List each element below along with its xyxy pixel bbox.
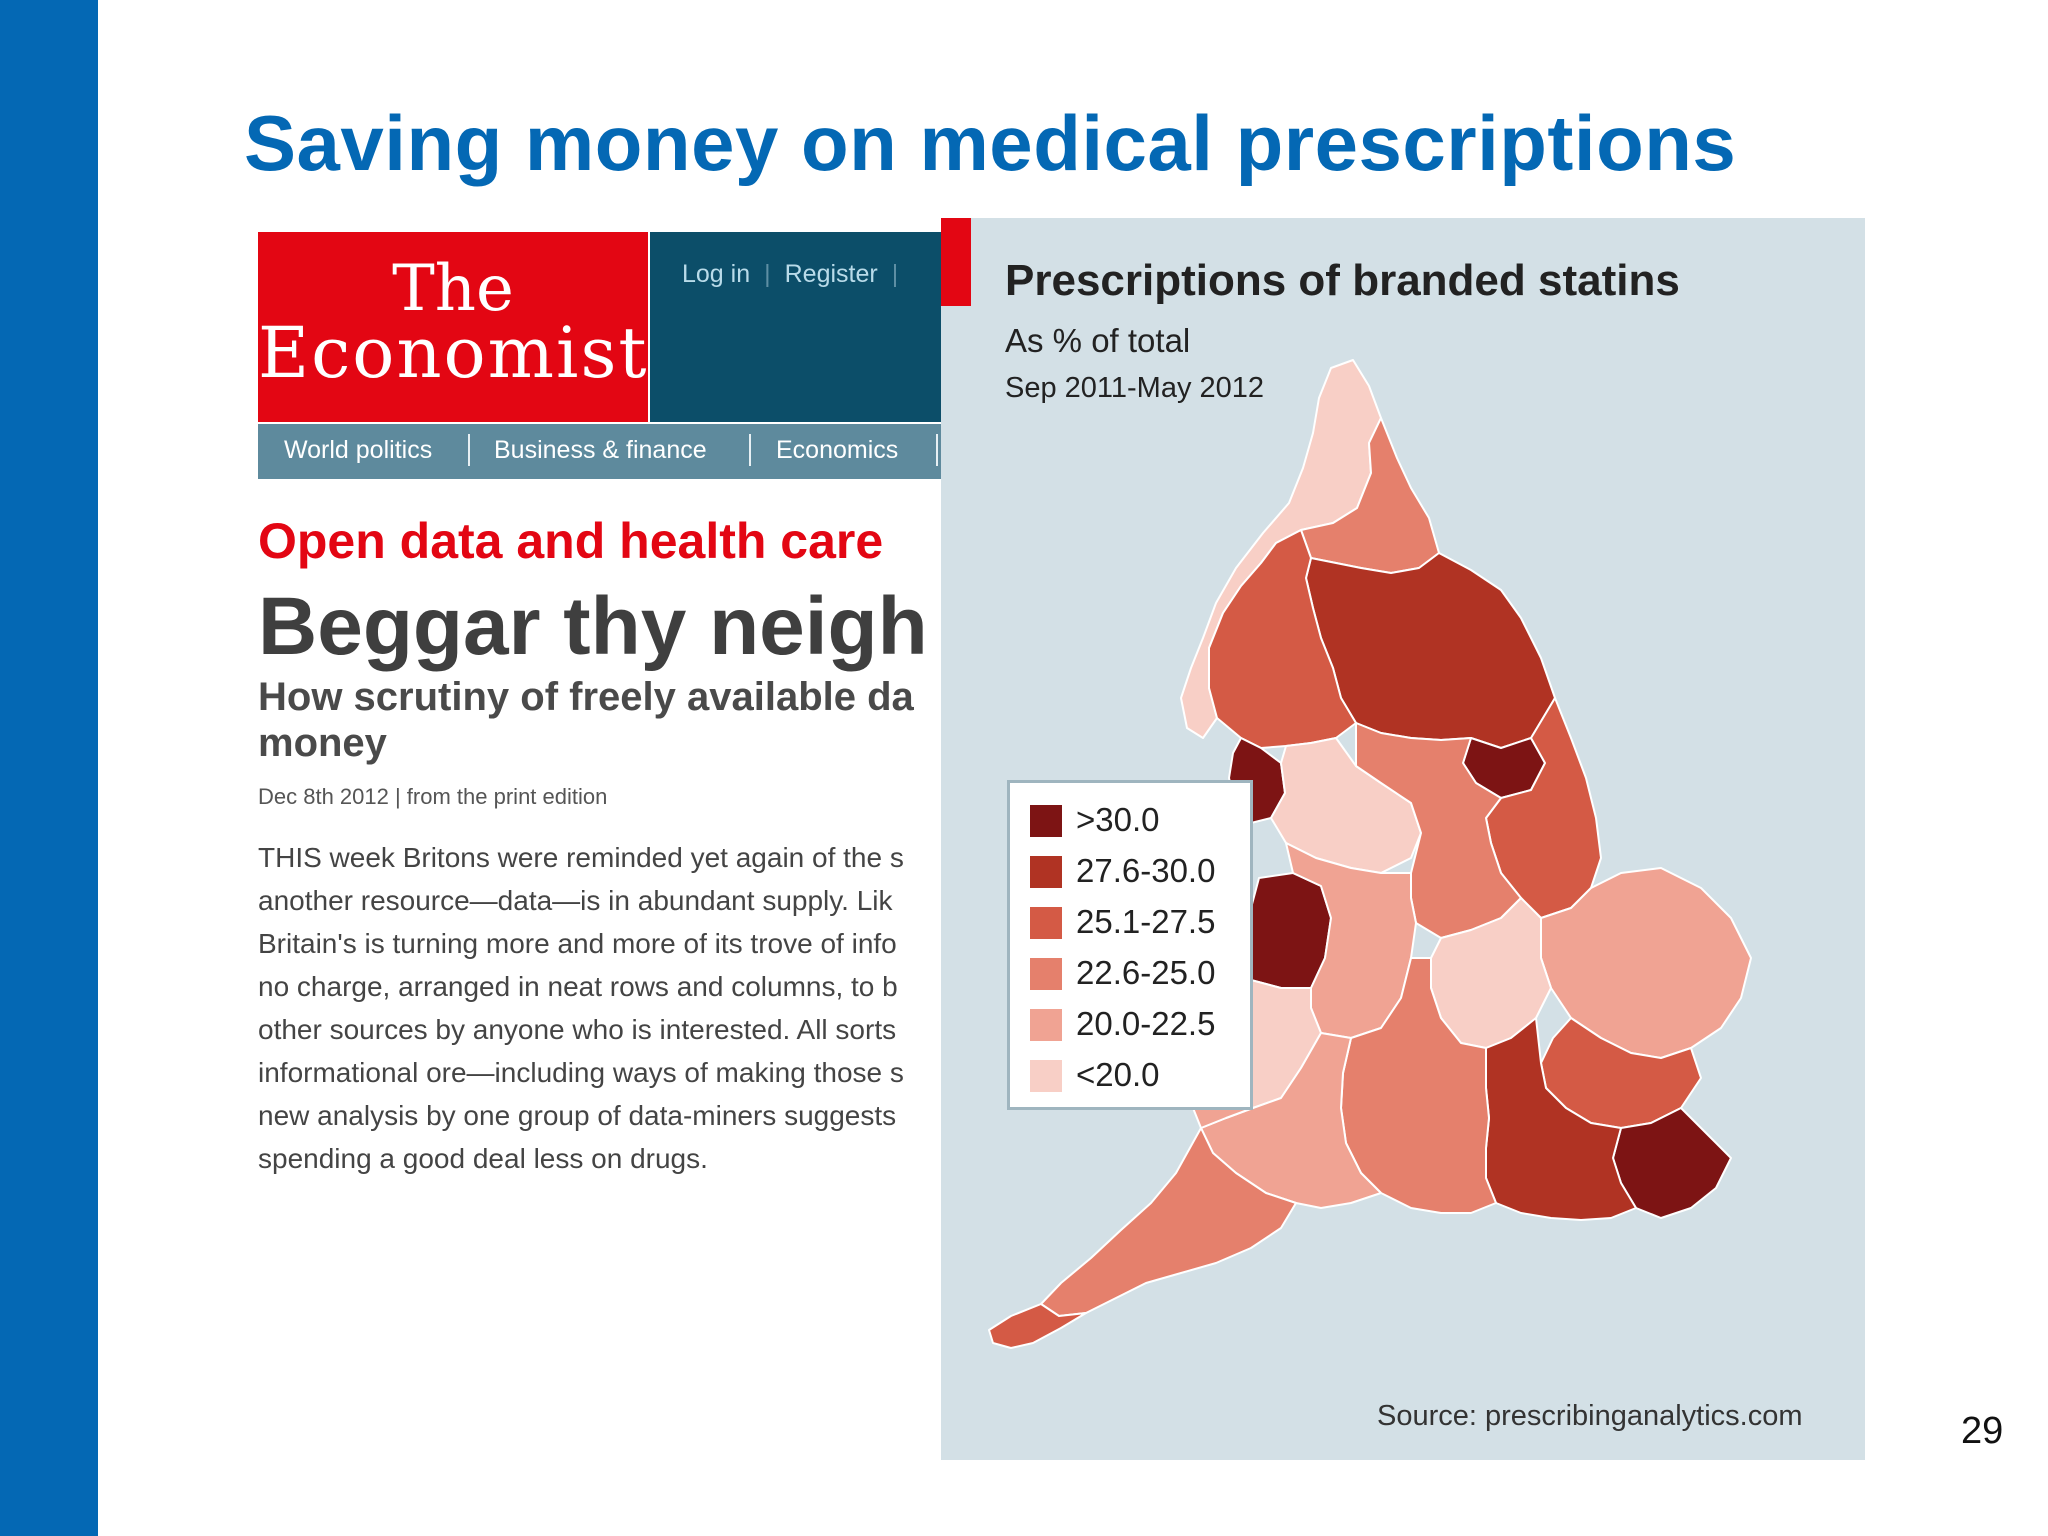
legend-swatch — [1030, 805, 1062, 837]
body-line: new analysis by one group of data-miners… — [258, 1100, 897, 1131]
article-kicker: Open data and health care — [258, 513, 884, 569]
body-line: spending a good deal less on drugs. — [258, 1143, 708, 1174]
map-title: Prescriptions of branded statins — [1005, 256, 1680, 305]
legend-label: 25.1-27.5 — [1076, 903, 1216, 940]
slide-title: Saving money on medical prescriptions — [244, 99, 1737, 187]
logo-line-economist: Economist — [258, 312, 649, 394]
nav-separator — [749, 434, 751, 466]
section-nav: World politics Business & finance Econom… — [258, 424, 944, 479]
page-number: 29 — [1961, 1410, 2004, 1452]
body-line: Britain's is turning more and more of it… — [258, 928, 897, 959]
body-line: informational ore—including ways of maki… — [258, 1057, 904, 1088]
map-region-cornwall — [988, 1303, 1087, 1349]
map-source: Source: prescribinganalytics.com — [1377, 1400, 1803, 1432]
legend-swatch — [1030, 958, 1062, 990]
legend-label: >30.0 — [1076, 801, 1160, 838]
body-line: no charge, arranged in neat rows and col… — [258, 971, 898, 1002]
top-bar: Log in | Register | — [650, 232, 944, 422]
article-dek: How scrutiny of freely available da mone… — [258, 674, 944, 766]
dek-line: How scrutiny of freely available da — [258, 675, 914, 719]
login-link[interactable]: Log in — [682, 260, 751, 288]
nav-separator — [936, 434, 938, 466]
economist-article-clipping: The Economist Log in | Register | World pol… — [258, 232, 944, 1182]
legend-label: 27.6-30.0 — [1076, 852, 1216, 889]
legend-label: <20.0 — [1076, 1056, 1160, 1093]
legend-label: 22.6-25.0 — [1076, 954, 1216, 991]
legend-swatch — [1030, 856, 1062, 888]
logo-line-the: The — [392, 252, 514, 326]
map-subtitle: As % of total — [1005, 322, 1191, 359]
article-headline: Beggar thy neigh — [258, 581, 928, 672]
map-region-east-anglia — [1540, 867, 1752, 1059]
slide-sidebar-bar — [0, 0, 98, 1536]
body-line: THIS week Britons were reminded yet agai… — [258, 842, 904, 873]
nav-item-world-politics[interactable]: World politics — [284, 436, 433, 464]
statins-map-panel: Prescriptions of branded statins As % of… — [941, 218, 1865, 1460]
map-legend: >30.0 27.6-30.0 25.1-27.5 22.6-25.0 20.0… — [1007, 780, 1253, 1110]
dek-line: money — [258, 721, 387, 765]
legend-swatch — [1030, 907, 1062, 939]
link-separator: | — [891, 260, 899, 288]
legend-swatch — [1030, 1009, 1062, 1041]
nav-item-economics[interactable]: Economics — [776, 436, 899, 464]
legend-swatch — [1030, 1060, 1062, 1092]
economist-logo: The Economist — [258, 232, 648, 422]
map-red-tab — [941, 218, 971, 306]
link-separator: | — [764, 260, 771, 288]
body-line: another resource—data—is in abundant sup… — [258, 885, 893, 916]
body-line: other sources by anyone who is intereste… — [258, 1014, 897, 1045]
map-region-devon — [1040, 1127, 1297, 1317]
england-choropleth-map — [988, 359, 1752, 1349]
nav-separator — [468, 434, 470, 466]
register-link[interactable]: Register — [784, 260, 878, 288]
map-period: Sep 2011-May 2012 — [1005, 372, 1265, 404]
nav-item-business-finance[interactable]: Business & finance — [494, 436, 707, 464]
legend-label: 20.0-22.5 — [1076, 1005, 1216, 1042]
article-dateline: Dec 8th 2012 | from the print edition — [258, 784, 608, 809]
article-body: THIS week Britons were reminded yet agai… — [258, 836, 944, 1180]
